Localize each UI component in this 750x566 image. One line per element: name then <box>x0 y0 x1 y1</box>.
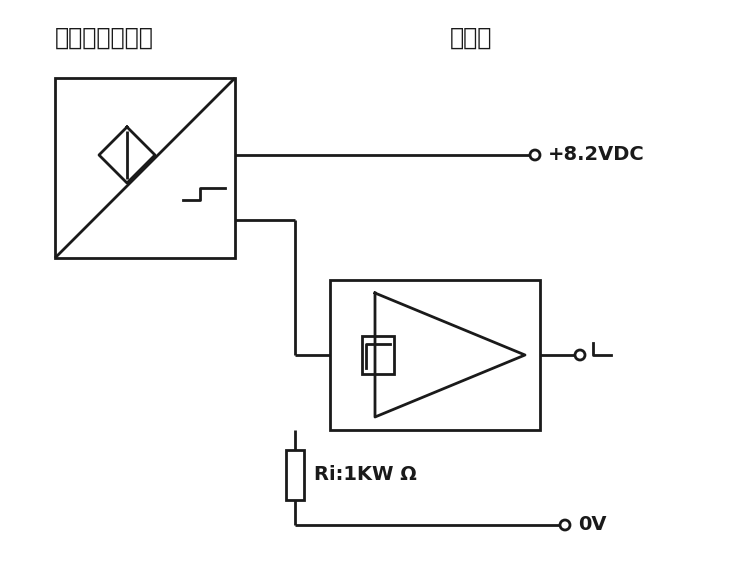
Circle shape <box>575 350 585 360</box>
Bar <box>330 280 540 430</box>
Bar <box>362 336 394 374</box>
Circle shape <box>560 520 570 530</box>
Text: +8.2VDC: +8.2VDC <box>548 145 645 165</box>
Text: 本安防爆传感器: 本安防爆传感器 <box>55 26 154 50</box>
Text: 0V: 0V <box>578 516 607 534</box>
Text: 放大器: 放大器 <box>450 26 492 50</box>
Bar <box>55 78 235 258</box>
Bar <box>286 450 304 500</box>
Circle shape <box>530 150 540 160</box>
Text: Ri:1KW Ω: Ri:1KW Ω <box>314 465 417 484</box>
